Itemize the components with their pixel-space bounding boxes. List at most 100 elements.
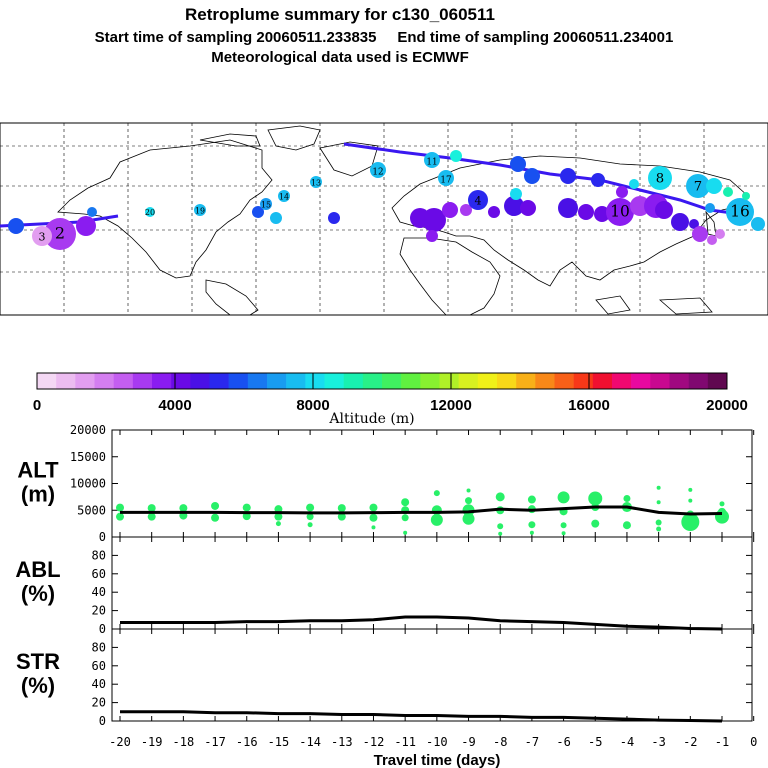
- y-tick-label: 20000: [70, 423, 106, 437]
- altitude-point: [688, 498, 693, 503]
- altitude-point: [433, 490, 440, 497]
- altitude-point: [622, 521, 631, 530]
- colorbar-cell: [56, 373, 76, 389]
- plume-dot: [594, 206, 610, 222]
- altitude-point: [465, 497, 473, 505]
- altitude-point: [179, 504, 188, 513]
- plume-label: 11: [426, 157, 437, 167]
- plume-dot: [524, 168, 540, 184]
- y-tick-label: 40: [92, 585, 106, 599]
- plume-label: 4: [475, 194, 482, 207]
- altitude-point: [495, 492, 505, 502]
- series-line-abl: [120, 615, 723, 631]
- x-tick-label: 0: [750, 735, 757, 749]
- plume-dot: [606, 198, 634, 226]
- plume-dot: [648, 166, 672, 190]
- plume-dot: [510, 188, 522, 200]
- plume-dot: [32, 226, 52, 246]
- x-tick-label: -8: [493, 735, 507, 749]
- colorbar-cell: [152, 373, 172, 389]
- x-tick-label: -2: [683, 735, 697, 749]
- plume-dot: [629, 179, 639, 189]
- altitude-point: [560, 522, 567, 529]
- altitude-point: [337, 512, 346, 521]
- y-tick-label: 15000: [70, 450, 106, 464]
- x-tick-label: -4: [620, 735, 634, 749]
- colorbar-cell: [650, 373, 670, 389]
- colorbar-cell: [612, 373, 632, 389]
- x-tick-label: -7: [525, 735, 539, 749]
- colorbar-cell: [132, 373, 153, 389]
- panel-ylabel: ABL: [15, 557, 60, 582]
- series-line-alt: [120, 505, 723, 516]
- altitude-point: [403, 530, 408, 535]
- y-tick-label: 60: [92, 659, 106, 673]
- plume-dot: [424, 152, 440, 168]
- plume-dot: [616, 186, 628, 198]
- altitude-point: [211, 501, 220, 510]
- altitude-point: [401, 514, 409, 522]
- y-tick-label: 80: [92, 640, 106, 654]
- colorbar-tick-label: 4000: [158, 397, 191, 414]
- colorbar-cell: [592, 373, 613, 389]
- plume-dot: [145, 207, 155, 217]
- altitude-point: [369, 513, 378, 522]
- altitude-point: [306, 503, 315, 512]
- colorbar-cell: [113, 373, 134, 389]
- panel-ylabel: (%): [21, 673, 55, 698]
- plume-dot: [689, 219, 699, 229]
- plume-label: 3: [39, 230, 46, 243]
- colorbar-cell: [324, 373, 344, 389]
- panel-ylabel: (m): [21, 482, 55, 507]
- altitude-point: [527, 495, 536, 504]
- plume-label: 8: [656, 171, 664, 186]
- colorbar-cell: [497, 373, 517, 389]
- plume-dot: [260, 198, 272, 210]
- plume-dot: [426, 230, 438, 242]
- colorbar-cell: [707, 373, 728, 389]
- panel-ylabel: ALT: [17, 458, 59, 483]
- plume-dot: [715, 229, 725, 239]
- x-tick-label: -10: [426, 735, 448, 749]
- plume-label: 15: [261, 200, 271, 209]
- plume-label: 16: [730, 202, 750, 220]
- plume-dot: [370, 162, 386, 178]
- colorbar-cell: [247, 373, 268, 389]
- plume-dot: [630, 196, 650, 216]
- colorbar-cell: [516, 373, 536, 389]
- y-tick-label: 20: [92, 696, 106, 710]
- altitude-point: [557, 491, 570, 504]
- plume-dot: [686, 174, 710, 198]
- altitude-point: [307, 522, 313, 528]
- altitude-point: [497, 523, 504, 530]
- altitude-point: [656, 500, 661, 505]
- altitude-point: [274, 512, 283, 521]
- colorbar-cell: [631, 373, 651, 389]
- altitude-point: [656, 485, 661, 490]
- colorbar-cell: [669, 373, 689, 389]
- plume-dot: [520, 200, 536, 216]
- plume-dot: [44, 218, 76, 250]
- altitude-point: [275, 521, 281, 527]
- altitude-point: [719, 501, 725, 507]
- plume-dot: [707, 235, 717, 245]
- y-tick-label: 60: [92, 567, 106, 581]
- altitude-point: [529, 530, 534, 535]
- panel-frame: [111, 536, 753, 630]
- colorbar-cell: [458, 373, 479, 389]
- altitude-point: [466, 488, 471, 493]
- plume-dot: [591, 173, 605, 187]
- altitude-point: [337, 504, 346, 513]
- plume-dot: [450, 150, 462, 162]
- altitude-point: [147, 504, 156, 513]
- plume-label: 10: [610, 202, 630, 220]
- time-series-panels: 20000150001000050000ALT(m)806040200ABL(%…: [15, 423, 757, 768]
- altitude-point: [528, 521, 536, 529]
- plume-dot: [751, 217, 765, 231]
- plume-label: 19: [195, 206, 205, 215]
- altitude-point: [116, 512, 124, 521]
- x-tick-label: -3: [651, 735, 665, 749]
